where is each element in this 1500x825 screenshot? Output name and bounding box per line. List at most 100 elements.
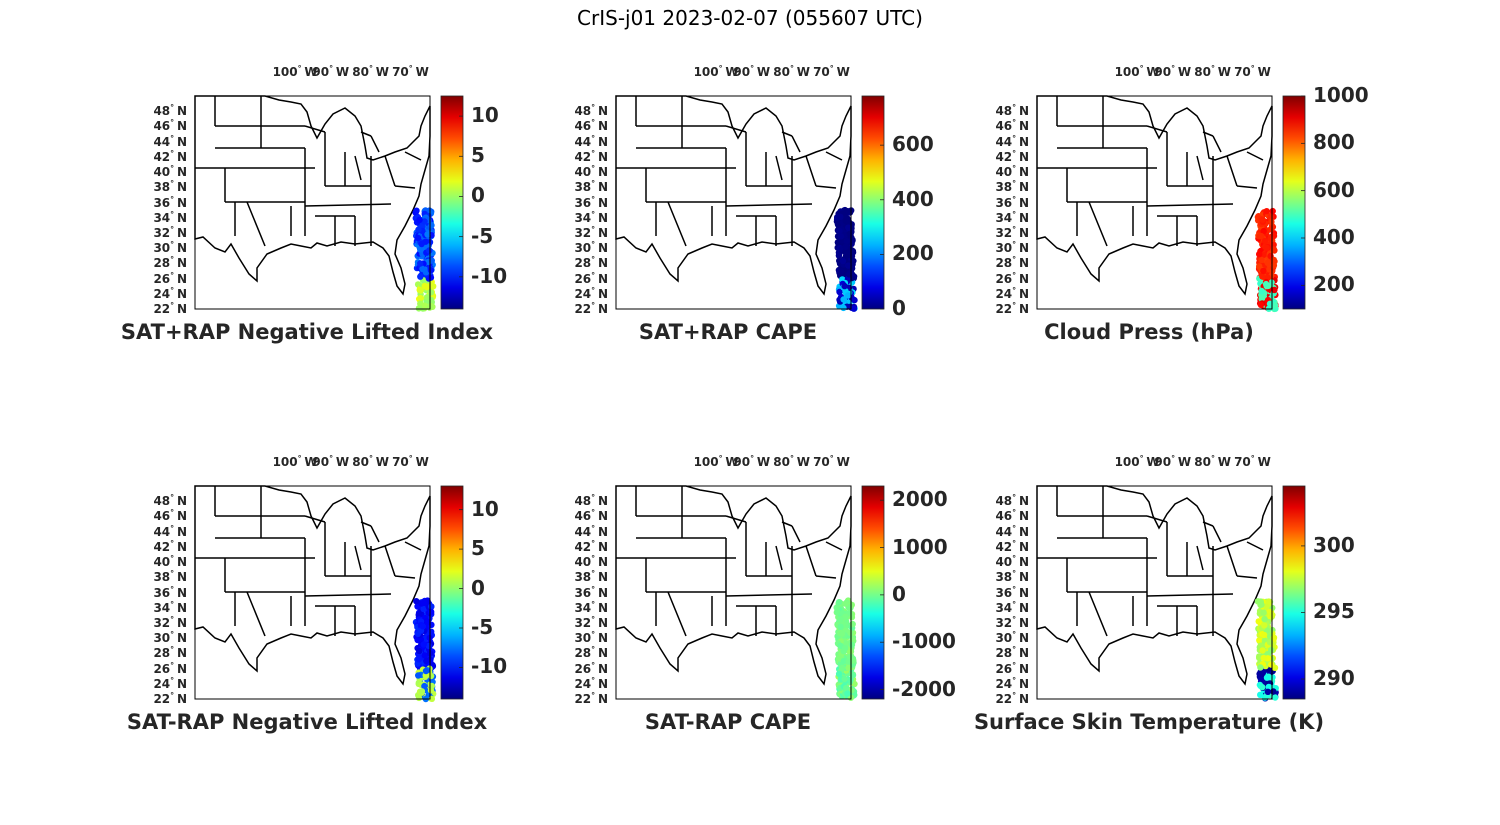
degree-symbol: °: [170, 675, 177, 685]
degree-symbol: °: [591, 523, 598, 533]
state-border-24: [1088, 591, 1108, 637]
degree-symbol: °: [591, 164, 598, 174]
lon-suffix: W: [725, 65, 739, 79]
country-outline: [615, 95, 852, 296]
lat-suffix: N: [597, 524, 608, 539]
colorbar-tick-label: -2000: [892, 676, 956, 701]
lat-label: 28° N: [987, 645, 1029, 660]
lon-value: 90: [312, 455, 330, 469]
colorbar-tick-label: 0: [892, 581, 906, 606]
lat-label: 30° N: [566, 630, 608, 645]
degree-symbol: °: [1012, 270, 1019, 280]
lat-suffix: N: [176, 494, 187, 509]
degree-symbol: °: [591, 675, 598, 685]
lat-value: 42: [574, 539, 592, 554]
state-border-26: [1212, 135, 1222, 153]
colorbar-tick-label: 400: [1313, 225, 1355, 249]
lon-label: 80° W: [352, 454, 389, 469]
swath-points: [412, 597, 437, 703]
colorbar: [1282, 485, 1306, 700]
degree-symbol: °: [1012, 584, 1019, 594]
lat-suffix: N: [1018, 225, 1029, 240]
lat-suffix: N: [176, 692, 187, 706]
degree-symbol: °: [591, 554, 598, 564]
swath-point: [848, 641, 856, 649]
lat-suffix: N: [1018, 271, 1029, 286]
lat-label: 38° N: [145, 179, 187, 194]
degree-symbol: °: [170, 224, 177, 234]
lat-value: 40: [574, 555, 592, 570]
degree-symbol: °: [1012, 240, 1019, 250]
state-border-19: [1226, 545, 1238, 577]
lat-suffix: N: [176, 600, 187, 615]
map-panel-3: 1000 800 600 400 200 100° W 90° W 80° W 70° W 48°…: [995, 64, 1437, 396]
lat-value: 24: [153, 676, 171, 691]
swath-point: [1270, 688, 1277, 695]
degree-symbol: °: [591, 538, 598, 548]
swath-point: [1263, 603, 1270, 611]
degree-symbol: °: [1012, 224, 1019, 234]
lat-value: 30: [995, 631, 1013, 646]
lon-suffix: W: [335, 65, 350, 79]
swath-point: [421, 302, 429, 309]
lat-value: 26: [574, 661, 592, 676]
degree-symbol: °: [789, 454, 797, 463]
lat-label: 32° N: [987, 225, 1029, 240]
swath-points: [1254, 598, 1279, 702]
degree-symbol: °: [829, 64, 837, 73]
degree-symbol: °: [170, 493, 177, 503]
swath-point: [415, 226, 422, 233]
lat-label: 48° N: [987, 493, 1029, 508]
swath-point: [428, 608, 435, 616]
lat-value: 48: [574, 494, 592, 509]
figure-title: CrIS-j01 2023-02-07 (055607 UTC): [577, 6, 923, 30]
swath-point: [838, 630, 846, 637]
swath-point: [421, 652, 428, 659]
colorbar-tick-label: 800: [1313, 130, 1355, 155]
lat-value: 46: [153, 119, 171, 134]
lat-suffix: N: [176, 646, 187, 661]
lat-value: 24: [574, 676, 592, 691]
lat-suffix: N: [176, 631, 187, 646]
colorbar-tick-label: 1000: [1313, 83, 1369, 107]
state-border-26: [791, 135, 801, 153]
lat-suffix: N: [176, 676, 187, 691]
colorbar-tick-label: -5: [471, 615, 494, 639]
degree-symbol: °: [1012, 301, 1019, 310]
lat-value: 22: [574, 302, 592, 316]
lon-value: 70: [1234, 455, 1251, 469]
state-border-26: [1212, 525, 1222, 543]
degree-symbol: °: [1012, 645, 1019, 655]
swath-point: [1260, 631, 1268, 639]
lon-label: 70° W: [813, 64, 850, 79]
swath-point: [835, 599, 843, 606]
state-border-20: [815, 185, 837, 189]
degree-symbol: °: [591, 630, 598, 640]
lat-value: 22: [995, 302, 1013, 316]
map-panel-2: 600 400 200 0 100° W 90° W 80° W 70° W 48° N 46° …: [574, 64, 1016, 396]
state-border-21: [775, 545, 783, 571]
lat-suffix: N: [176, 271, 187, 286]
lat-value: 24: [153, 286, 171, 301]
swath-point: [418, 240, 425, 248]
lat-suffix: N: [597, 286, 608, 301]
lat-label: 26° N: [566, 271, 608, 286]
swath-point: [1263, 208, 1270, 215]
degree-symbol: °: [170, 179, 177, 189]
lat-label: 38° N: [566, 179, 608, 194]
lat-suffix: N: [597, 195, 608, 210]
swath-point: [417, 294, 424, 302]
lat-suffix: N: [597, 149, 608, 164]
state-border-20: [394, 575, 416, 579]
lon-suffix: W: [1146, 455, 1160, 469]
lon-suffix: W: [796, 65, 810, 79]
swath-point: [419, 623, 427, 630]
swath-point: [415, 656, 423, 663]
swath-point: [834, 221, 842, 228]
degree-symbol: °: [1250, 64, 1258, 73]
degree-symbol: °: [1250, 454, 1258, 463]
lon-label: 90° W: [312, 454, 349, 469]
swath-point: [417, 287, 424, 294]
map-svg: [1036, 95, 1306, 313]
map-svg: [1036, 485, 1306, 702]
